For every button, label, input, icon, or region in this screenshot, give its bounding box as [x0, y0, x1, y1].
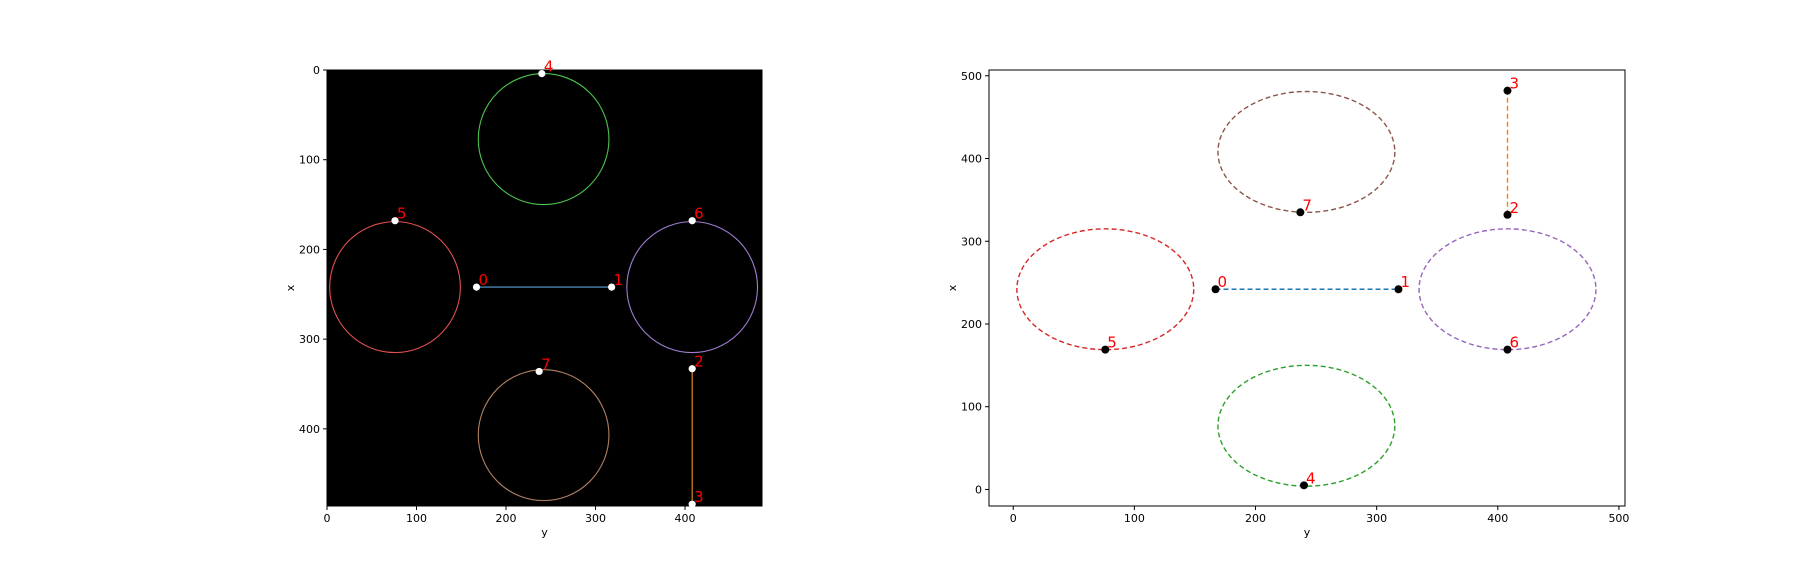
x-tick-label: 100 — [1124, 512, 1145, 525]
y-tick-label: 0 — [975, 483, 982, 496]
y-tick-label: 500 — [961, 70, 982, 83]
circle-outline-5 — [1016, 228, 1195, 351]
point-3 — [688, 500, 696, 508]
point-label-3: 3 — [1509, 75, 1519, 93]
point-0 — [1211, 285, 1220, 294]
point-2 — [688, 365, 696, 373]
point-label-1: 1 — [1400, 273, 1410, 291]
left-image-panel: 0 1 2 3 4 5 6 7 0 100 200 300 400 0 100 200 300 400 y x — [284, 58, 763, 539]
point-label-4: 4 — [1306, 469, 1316, 487]
point-label-3: 3 — [694, 488, 704, 506]
point-1 — [1394, 285, 1403, 294]
point-label-0: 0 — [1218, 273, 1228, 291]
x-tick-label: 400 — [675, 512, 696, 525]
point-0 — [472, 283, 481, 291]
circle-outline-4 — [1217, 364, 1396, 487]
x-tick-label: 300 — [585, 512, 606, 525]
circle-outline-7 — [477, 369, 610, 502]
point-3 — [1503, 86, 1512, 95]
x-axis-label: y — [1304, 526, 1311, 539]
point-1 — [608, 283, 616, 291]
y-tick-label: 100 — [299, 154, 320, 167]
circle-outline-7 — [1217, 90, 1396, 213]
point-label-1: 1 — [614, 271, 624, 289]
point-4 — [538, 69, 546, 78]
plot-content — [1016, 90, 1597, 487]
point-label-6: 6 — [1509, 334, 1519, 352]
y-tick-label: 0 — [313, 64, 320, 77]
x-tick-label: 500 — [1608, 512, 1629, 525]
plot-area — [326, 69, 763, 507]
plot-area — [988, 69, 1626, 507]
point-label-2: 2 — [1509, 199, 1519, 217]
circle-outline-6 — [1418, 228, 1597, 351]
y-tick-label: 400 — [299, 423, 320, 436]
x-tick-label: 300 — [1366, 512, 1387, 525]
y-axis-label: x — [946, 284, 959, 291]
point-label-5: 5 — [397, 205, 407, 223]
x-tick-label: 200 — [496, 512, 517, 525]
point-7 — [535, 367, 543, 376]
point-label-6: 6 — [694, 205, 704, 223]
x-tick-label: 400 — [1487, 512, 1508, 525]
point-6 — [1503, 345, 1512, 354]
point-label-7: 7 — [1302, 196, 1312, 214]
right-plot-panel: 0 1 2 3 4 5 6 7 0 100 200 300 400 500 0 100 200 300 400 500… — [946, 69, 1629, 539]
y-tick-label: 400 — [961, 153, 982, 166]
y-axis-label: x — [284, 284, 297, 291]
point-5 — [391, 217, 399, 225]
point-6 — [688, 217, 696, 225]
x-tick-label: 0 — [1010, 512, 1017, 525]
point-label-5: 5 — [1107, 334, 1117, 352]
y-tick-label: 300 — [299, 333, 320, 346]
y-tick-label: 100 — [961, 401, 982, 414]
point-label-4: 4 — [544, 58, 554, 76]
point-label-0: 0 — [478, 271, 488, 289]
point-label-7: 7 — [541, 355, 551, 373]
y-tick-label: 200 — [299, 243, 320, 256]
y-tick-label: 200 — [961, 318, 982, 331]
x-tick-label: 100 — [406, 512, 427, 525]
point-5 — [1101, 345, 1110, 354]
x-tick-label: 200 — [1245, 512, 1266, 525]
x-axis-label: y — [541, 526, 548, 539]
point-7 — [1296, 208, 1305, 217]
x-tick-label: 0 — [324, 512, 331, 525]
point-label-2: 2 — [694, 353, 704, 371]
y-tick-label: 300 — [961, 235, 982, 248]
point-4 — [1299, 481, 1308, 490]
point-2 — [1503, 210, 1512, 219]
